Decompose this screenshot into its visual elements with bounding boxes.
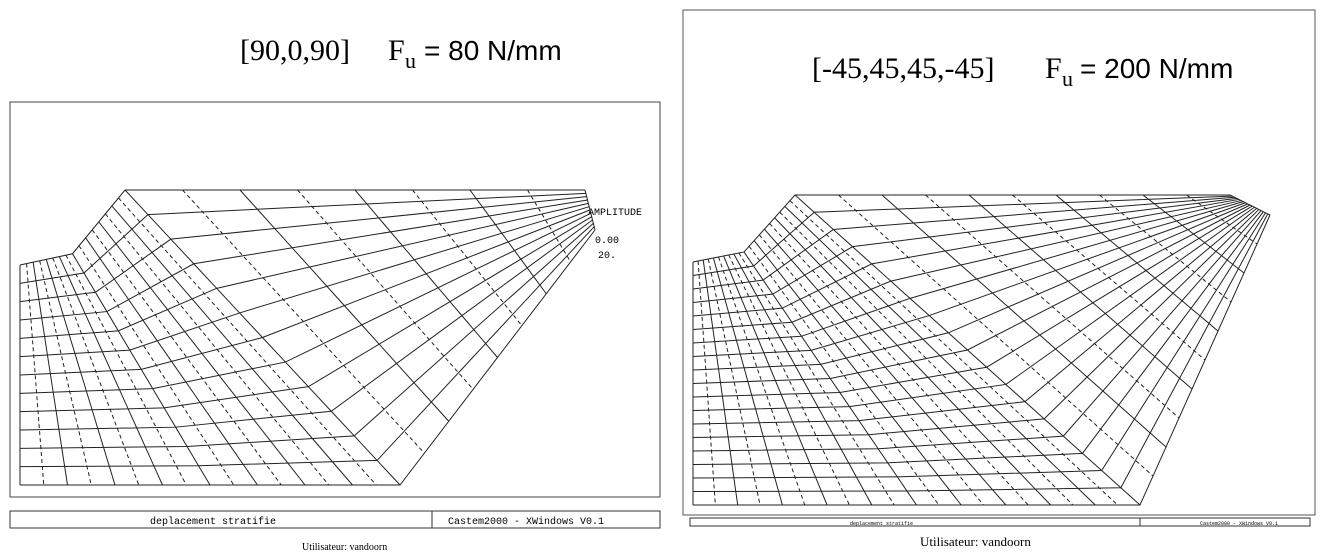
mesh-line — [240, 190, 449, 421]
force-symbol: F — [388, 34, 405, 67]
mesh-line — [46, 259, 115, 485]
mesh-line — [20, 210, 590, 375]
figure: [90,0,90] F u = 80 N/mm AMPLITUDE 0.00 2… — [0, 0, 1323, 554]
mesh-line — [355, 190, 498, 358]
user-caption: Utilisateur: vandoorn — [302, 542, 387, 553]
footer-right: Castem2000 - XWindows V0.1 — [448, 516, 604, 528]
force-subscript: u — [405, 48, 416, 73]
footer-right: Castem2000 - XWindows V0.1 — [1200, 521, 1278, 527]
legend-value: 0.00 — [595, 236, 619, 247]
mesh-line — [59, 257, 162, 485]
layup-label: [90,0,90] — [240, 34, 350, 67]
legend-value: 20. — [598, 251, 616, 262]
mesh-line — [40, 261, 92, 485]
mesh-line — [20, 203, 588, 338]
plot-frame — [683, 10, 1315, 515]
mesh-line — [20, 193, 586, 283]
mesh — [693, 195, 1270, 505]
user-caption: Utilisateur: vandoorn — [920, 534, 1031, 549]
force-value: = 200 N/mm — [1080, 53, 1233, 84]
mesh-line — [1013, 195, 1206, 360]
mesh-line — [882, 195, 1166, 447]
force-subscript: u — [1062, 66, 1073, 91]
mesh-line — [693, 203, 1246, 357]
mesh-line — [693, 197, 1234, 289]
mesh-line — [20, 213, 591, 393]
mesh-line — [73, 254, 211, 485]
mesh-line — [693, 201, 1241, 330]
mesh-line — [693, 213, 1266, 478]
mesh-line — [744, 252, 917, 505]
mesh-line — [20, 207, 589, 357]
mesh-line — [20, 227, 594, 467]
footer-left: deplacement stratifie — [850, 521, 913, 527]
force-symbol: F — [1045, 52, 1062, 85]
mesh-line — [20, 223, 593, 448]
mesh — [20, 190, 595, 485]
mesh-line — [969, 195, 1192, 389]
mesh-line — [33, 262, 67, 485]
plot-frame — [10, 102, 660, 497]
legend-title: AMPLITUDE — [588, 208, 642, 219]
mesh-line — [759, 235, 983, 505]
mesh-line — [693, 202, 1243, 343]
mesh-line — [470, 190, 546, 294]
mesh-line — [693, 196, 1232, 275]
mesh-line — [693, 211, 1261, 451]
mesh-line — [413, 190, 522, 326]
force-value: = 80 N/mm — [424, 35, 562, 66]
layup-label: [-45,45,45,-45] — [812, 52, 994, 85]
mesh-line — [734, 254, 872, 505]
footer-left: deplacement stratifie — [150, 516, 276, 528]
mesh-line — [693, 204, 1248, 370]
mesh-line — [754, 241, 961, 505]
